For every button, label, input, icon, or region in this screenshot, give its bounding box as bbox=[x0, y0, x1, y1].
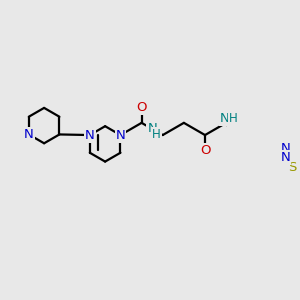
Text: O: O bbox=[136, 101, 147, 114]
Text: N: N bbox=[147, 122, 157, 135]
Text: N: N bbox=[85, 128, 95, 142]
Text: S: S bbox=[288, 160, 297, 174]
Text: H: H bbox=[229, 112, 237, 125]
Text: N: N bbox=[280, 152, 290, 164]
Text: N: N bbox=[220, 112, 230, 125]
Text: N: N bbox=[280, 142, 290, 155]
Text: H: H bbox=[152, 128, 161, 141]
Text: O: O bbox=[200, 144, 210, 157]
Text: N: N bbox=[24, 128, 34, 141]
Text: N: N bbox=[116, 128, 125, 142]
